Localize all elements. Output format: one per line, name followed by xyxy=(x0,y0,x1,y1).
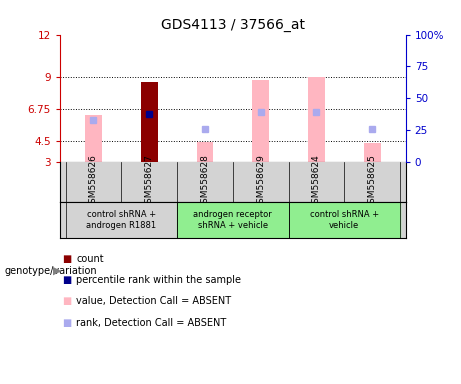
Text: control shRNA +
androgen R1881: control shRNA + androgen R1881 xyxy=(86,210,156,230)
Bar xyxy=(65,202,177,238)
Bar xyxy=(289,202,400,238)
Text: ■: ■ xyxy=(62,296,71,306)
Bar xyxy=(252,80,269,162)
Text: percentile rank within the sample: percentile rank within the sample xyxy=(76,275,241,285)
Text: androgen receptor
shRNA + vehicle: androgen receptor shRNA + vehicle xyxy=(194,210,272,230)
Text: genotype/variation: genotype/variation xyxy=(5,266,97,276)
Bar xyxy=(141,112,158,162)
Text: GSM558627: GSM558627 xyxy=(145,154,154,209)
Text: ■: ■ xyxy=(62,275,71,285)
Text: rank, Detection Call = ABSENT: rank, Detection Call = ABSENT xyxy=(76,318,226,328)
Bar xyxy=(196,142,213,162)
Text: count: count xyxy=(76,254,104,264)
Text: GSM558626: GSM558626 xyxy=(89,154,98,209)
Text: GSM558625: GSM558625 xyxy=(368,154,377,209)
Text: ■: ■ xyxy=(62,254,71,264)
Bar xyxy=(141,82,158,162)
Text: ▶: ▶ xyxy=(53,266,61,276)
Text: GSM558629: GSM558629 xyxy=(256,154,265,209)
Title: GDS4113 / 37566_at: GDS4113 / 37566_at xyxy=(161,18,305,32)
Bar xyxy=(85,115,102,162)
Text: GSM558624: GSM558624 xyxy=(312,154,321,209)
Bar xyxy=(308,77,325,162)
Text: ■: ■ xyxy=(62,318,71,328)
Text: control shRNA +
vehicle: control shRNA + vehicle xyxy=(310,210,379,230)
Text: value, Detection Call = ABSENT: value, Detection Call = ABSENT xyxy=(76,296,231,306)
Bar xyxy=(177,202,289,238)
Bar xyxy=(364,143,381,162)
Text: GSM558628: GSM558628 xyxy=(201,154,209,209)
